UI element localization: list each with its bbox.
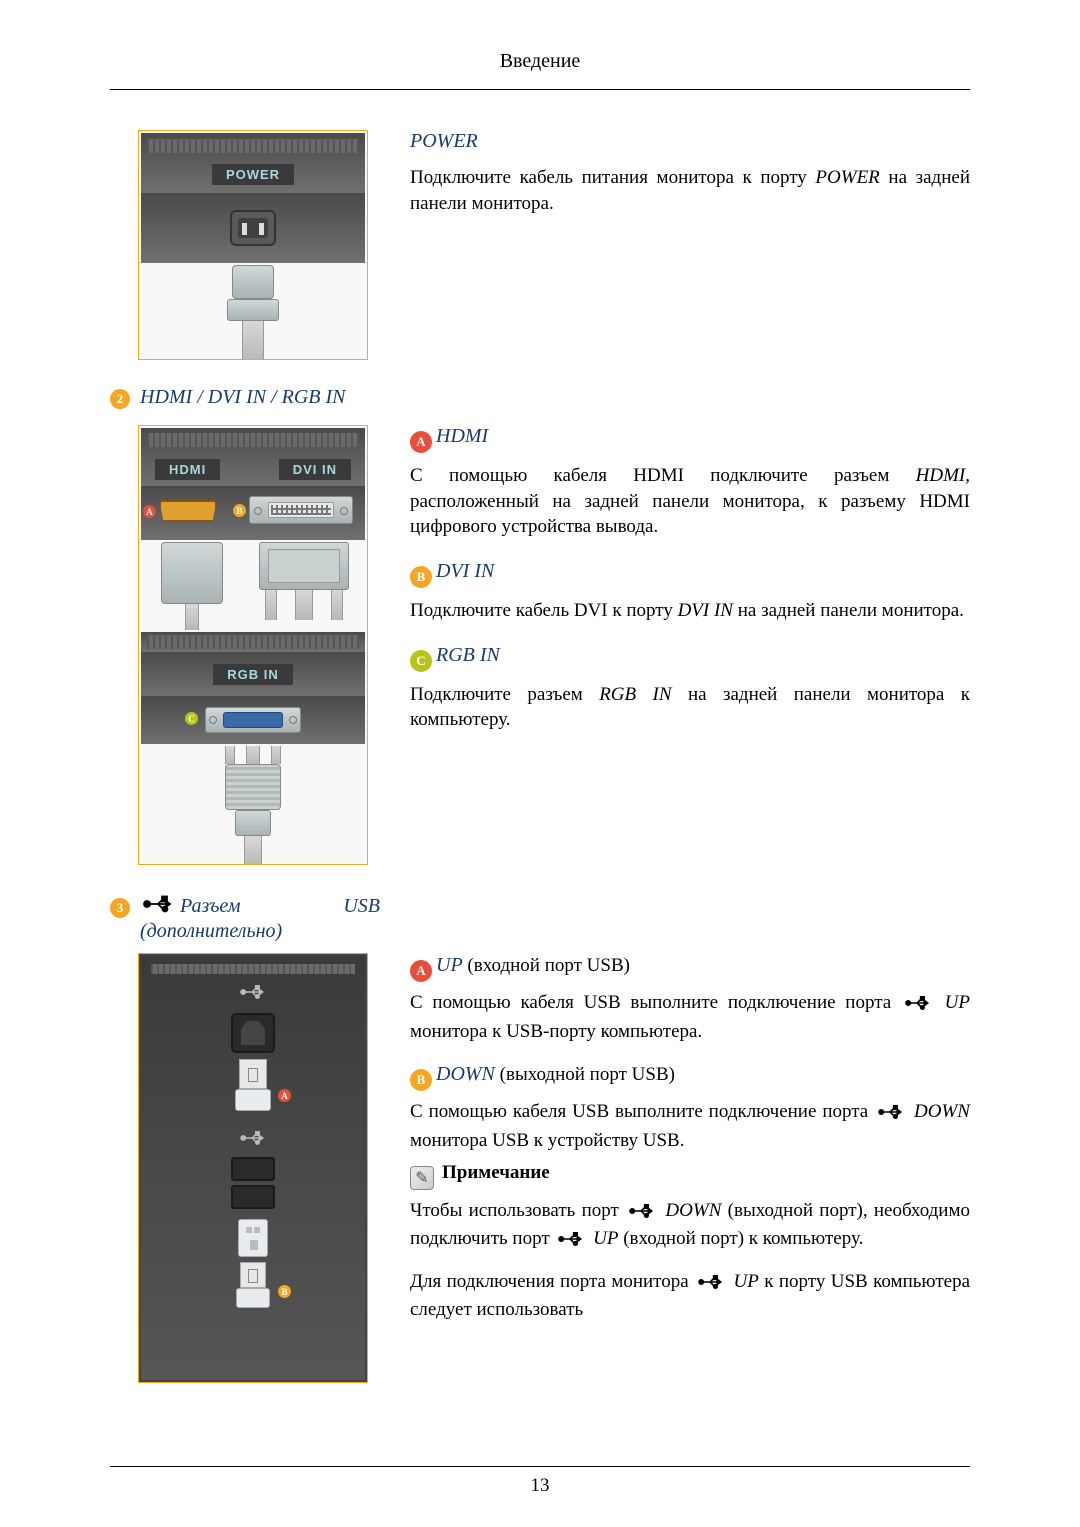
power-illustration: POWER — [138, 130, 368, 360]
badge-a: A — [410, 431, 432, 453]
note-heading-row: ✎ Примечание — [410, 1160, 970, 1190]
usb-up-heading: UP — [436, 954, 463, 976]
section2-title: HDMI / DVI IN / RGB IN — [140, 386, 346, 409]
hdmi-port-label: HDMI — [155, 459, 220, 480]
hdmi-body: С помощью кабеля HDMI подключите разъем … — [410, 463, 970, 540]
illus-usb-badge-a: A — [278, 1089, 291, 1102]
section2-header: 2 HDMI / DVI IN / RGB IN — [110, 386, 970, 409]
usb-down-body-italic: DOWN — [908, 1101, 970, 1122]
power-port-label: POWER — [212, 164, 294, 185]
usb-badge-a: A — [410, 960, 432, 982]
dvi-body-tail: на задней панели монитора. — [733, 600, 964, 621]
badge-c: C — [410, 650, 432, 672]
usb-down-heading-tail: (выходной порт USB) — [495, 1064, 675, 1085]
content-area: POWER — [110, 130, 970, 1383]
usb-icon-inline-1 — [904, 993, 932, 1019]
section-power-illustration-col: POWER — [110, 130, 390, 360]
page-header-title: Введение — [110, 50, 970, 73]
page-number: 13 — [110, 1475, 970, 1497]
note-body-1: Чтобы использовать порт DOWN (выходной п… — [410, 1198, 970, 1255]
section3-text-col: AUP (входной порт USB) С помощью кабеля … — [390, 953, 970, 1383]
section3-body-row: A — [110, 953, 970, 1383]
section3-illustration-col: A — [110, 953, 390, 1383]
power-heading: POWER — [410, 130, 970, 153]
section2-illustration-col: HDMI DVI IN A — [110, 425, 390, 865]
section3-title-2: USB — [343, 895, 380, 918]
rgb-heading: RGB IN — [436, 644, 500, 666]
dvi-body: Подключите кабель DVI к порту DVI IN на … — [410, 598, 970, 624]
rgb-body: Подключите разъем RGB IN на задней панел… — [410, 682, 970, 733]
footer: 13 — [110, 1466, 970, 1497]
usb-icon-inline-4 — [557, 1229, 585, 1255]
usb-icon-illus-2 — [238, 1130, 268, 1146]
usb-icon-inline-3 — [628, 1201, 656, 1227]
usb-icon-inline-5 — [697, 1272, 725, 1298]
section-power-text-col: POWER Подключите кабель питания монитора… — [390, 130, 970, 360]
dvi-body-italic: DVI IN — [678, 600, 733, 621]
footer-rule — [110, 1466, 970, 1467]
note-label: Примечание — [442, 1162, 550, 1183]
power-body-italic: POWER — [815, 167, 879, 188]
header-rule — [110, 89, 970, 90]
dvi-port-label: DVI IN — [279, 459, 351, 480]
page: Введение POWER — [0, 0, 1080, 1527]
section2-number-badge: 2 — [110, 389, 130, 409]
note1-tail: (входной порт) к компьютеру. — [618, 1228, 863, 1249]
sub-c-heading-row: CRGB IN — [410, 644, 970, 672]
illus-badge-a: A — [143, 505, 156, 518]
note-icon: ✎ — [410, 1166, 434, 1190]
rgb-port-label: RGB IN — [213, 664, 293, 685]
hdmi-body-pre: С помощью кабеля HDMI подключите разъем — [410, 465, 916, 486]
section3-number-badge: 3 — [110, 898, 130, 918]
power-body-pre: Подключите кабель питания монитора к пор… — [410, 167, 815, 188]
usb-down-heading: DOWN — [436, 1063, 495, 1085]
rgb-body-pre: Подключите разъем — [410, 684, 599, 705]
section3-title-1: Разъем — [180, 895, 241, 918]
section3-header: 3 Разъем USB (дополнительно) — [110, 895, 970, 943]
section3-title-3: (дополнительно) — [140, 920, 970, 943]
usb-icon-inline-2 — [877, 1102, 905, 1128]
rgb-body-italic: RGB IN — [599, 684, 671, 705]
usb-up-heading-tail: (входной порт USB) — [463, 955, 630, 976]
usb-b-heading-row: BDOWN (выходной порт USB) — [410, 1062, 970, 1091]
section2-text-col: AHDMI С помощью кабеля HDMI подключите р… — [390, 425, 970, 865]
note1-italic1: DOWN — [659, 1200, 721, 1221]
hdmi-heading: HDMI — [436, 425, 488, 447]
note-body-2: Для подключения порта монитора UP к порт… — [410, 1269, 970, 1323]
usb-up-body-tail: монитора к USB-порту компьютера. — [410, 1021, 702, 1042]
usb-down-body-pre: С помощью кабеля USB выполните подключен… — [410, 1101, 874, 1122]
hdmi-dvi-rgb-illustration: HDMI DVI IN A — [138, 425, 368, 865]
usb-up-body-pre: С помощью кабеля USB выполните подключен… — [410, 992, 901, 1013]
usb-icon — [143, 895, 173, 918]
usb-badge-b: B — [410, 1069, 432, 1091]
illus-usb-badge-b: B — [278, 1285, 291, 1298]
sub-a-heading-row: AHDMI — [410, 425, 970, 453]
power-body: Подключите кабель питания монитора к пор… — [410, 165, 970, 216]
usb-down-body-tail: монитора USB к устройству USB. — [410, 1130, 684, 1151]
section-power: POWER — [110, 130, 970, 360]
usb-up-body-italic: UP — [935, 992, 970, 1013]
section2-body-row: HDMI DVI IN A — [110, 425, 970, 865]
sub-b-heading-row: BDVI IN — [410, 560, 970, 588]
dvi-heading: DVI IN — [436, 560, 494, 582]
dvi-body-pre: Подключите кабель DVI к порту — [410, 600, 678, 621]
usb-up-body: С помощью кабеля USB выполните подключен… — [410, 990, 970, 1044]
usb-icon-illus-1 — [238, 984, 268, 1000]
usb-a-heading-row: AUP (входной порт USB) — [410, 953, 970, 982]
badge-b: B — [410, 566, 432, 588]
note1-pre: Чтобы использовать порт — [410, 1200, 625, 1221]
hdmi-body-italic: HDMI — [916, 465, 966, 486]
illus-badge-b: B — [233, 504, 246, 517]
illus-badge-c: C — [185, 712, 198, 725]
note2-italic: UP — [728, 1271, 759, 1292]
note1-italic2: UP — [588, 1228, 618, 1249]
usb-down-body: С помощью кабеля USB выполните подключен… — [410, 1099, 970, 1153]
usb-illustration: A — [138, 953, 368, 1383]
note2-pre: Для подключения порта монитора — [410, 1271, 694, 1292]
